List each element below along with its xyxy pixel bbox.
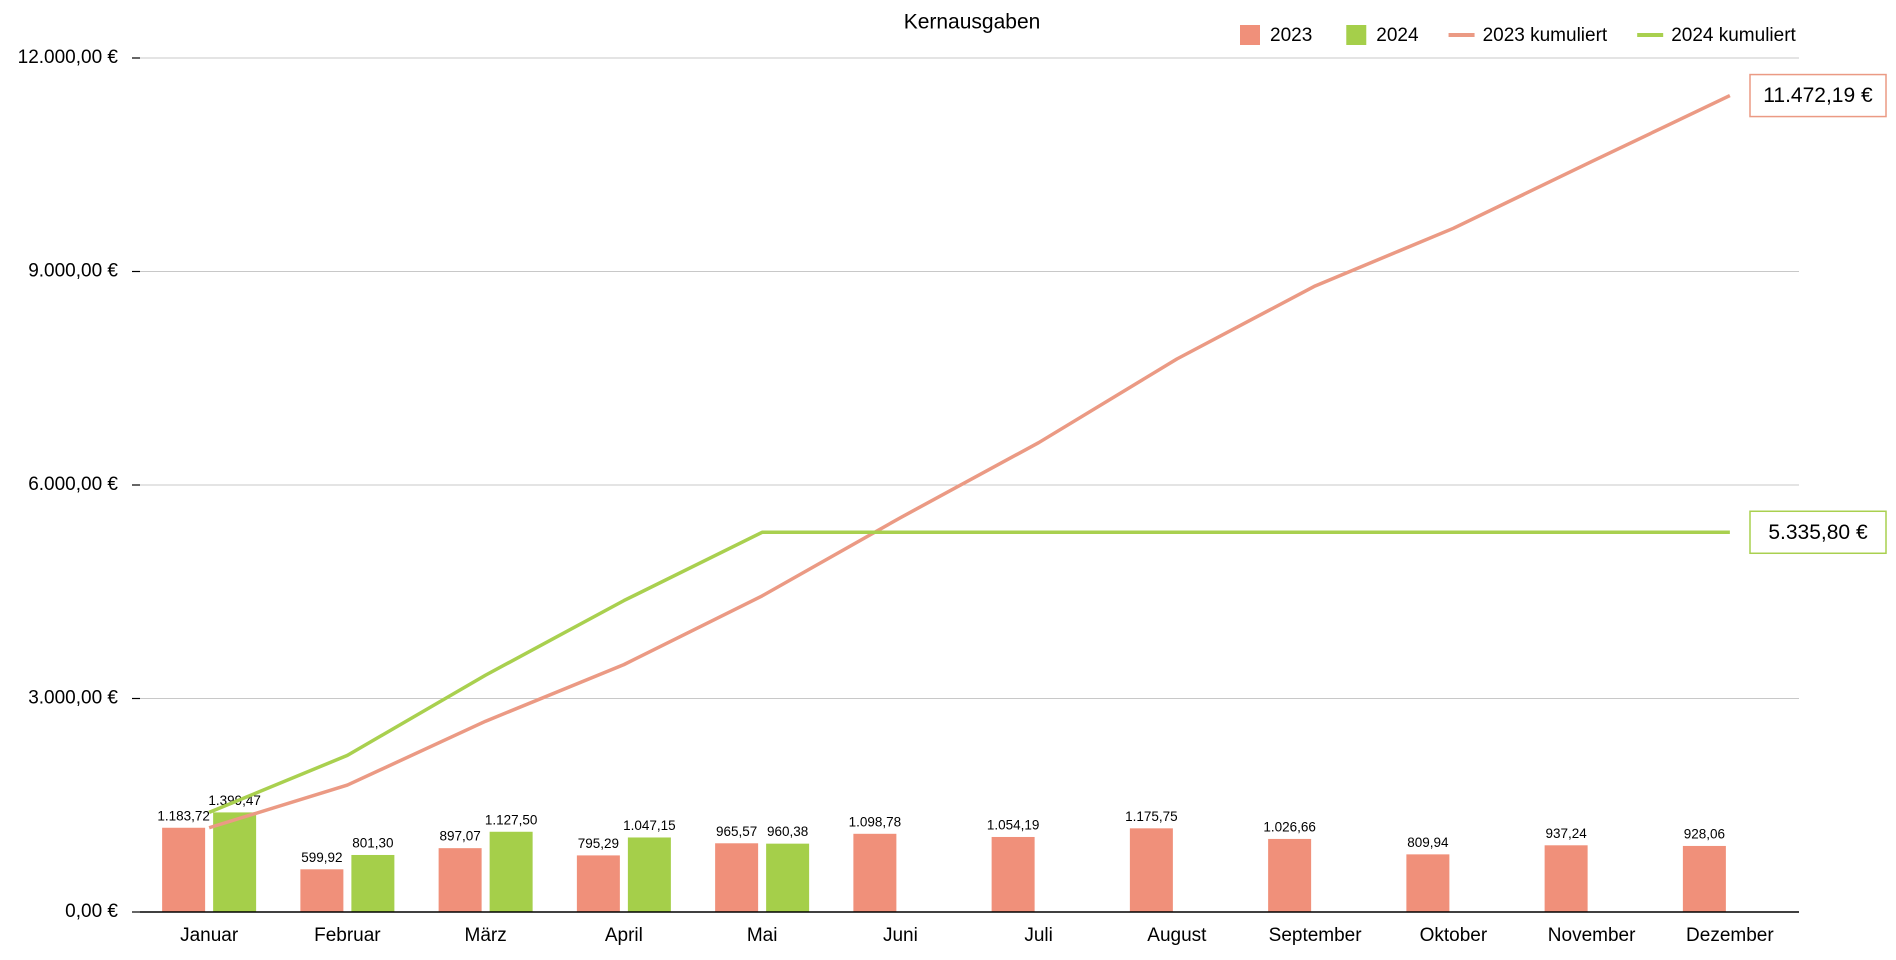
x-tick-label: Januar — [180, 925, 239, 946]
bar — [213, 812, 257, 912]
data-label: 1.054,19 — [987, 818, 1040, 833]
data-label: 1.175,75 — [1125, 809, 1178, 824]
bar — [300, 869, 344, 912]
x-tick-label: Juni — [883, 925, 918, 946]
end-label: 5.335,80 € — [1768, 521, 1868, 544]
data-label: 1.026,66 — [1263, 819, 1316, 834]
line-series — [208, 93, 1731, 830]
y-tick-label: 9.000,00 € — [28, 261, 118, 282]
bar — [162, 827, 206, 912]
bar — [351, 854, 395, 912]
y-tick-label: 12.000,00 € — [18, 47, 119, 68]
legend-swatch — [1240, 25, 1260, 45]
data-label: 1.098,78 — [849, 814, 902, 829]
line-series — [208, 530, 1730, 815]
data-label: 928,06 — [1684, 827, 1725, 842]
x-tick-label: April — [605, 925, 643, 946]
bar — [438, 848, 482, 912]
x-tick-label: August — [1147, 925, 1207, 946]
data-label: 599,92 — [301, 850, 342, 865]
data-label: 937,24 — [1545, 826, 1587, 841]
end-label-box — [1749, 73, 1887, 118]
data-label: 1.047,15 — [623, 818, 676, 833]
x-tick-label: Juli — [1024, 925, 1053, 946]
x-tick-label: Dezember — [1686, 925, 1774, 946]
bar — [853, 833, 897, 912]
legend-label: 2023 — [1270, 25, 1312, 46]
bar — [1268, 838, 1312, 912]
end-label: 11.472,19 € — [1763, 84, 1873, 107]
legend-label: 2024 — [1376, 25, 1419, 46]
x-tick-label: Mai — [747, 925, 778, 946]
data-label: 1.183,72 — [157, 808, 210, 823]
data-label: 960,38 — [767, 824, 808, 839]
bar — [766, 843, 810, 912]
bar — [489, 831, 533, 912]
legend-swatch — [1346, 25, 1367, 45]
x-tick-label: Februar — [314, 925, 381, 946]
y-tick-label: 0,00 € — [65, 901, 118, 922]
legend-label: 2023 kumuliert — [1483, 25, 1608, 46]
chart-title: Kernausgaben — [904, 11, 1041, 34]
bar — [991, 836, 1035, 912]
bar — [1682, 845, 1726, 912]
x-tick-label: März — [465, 925, 507, 946]
bar — [715, 843, 759, 912]
data-label: 801,30 — [352, 836, 393, 851]
y-tick-label: 6.000,00 € — [28, 474, 118, 495]
bar — [627, 837, 671, 912]
x-tick-label: November — [1548, 925, 1636, 946]
x-tick-label: Oktober — [1420, 925, 1488, 946]
legend-label: 2024 kumuliert — [1671, 25, 1796, 46]
bar — [1406, 854, 1450, 912]
data-label: 965,57 — [716, 824, 757, 839]
end-label-box — [1749, 510, 1887, 555]
data-label: 1.127,50 — [485, 812, 538, 827]
x-tick-label: September — [1269, 925, 1363, 946]
data-label: 809,94 — [1407, 835, 1449, 850]
data-label: 897,07 — [439, 829, 480, 844]
bar — [1129, 828, 1173, 912]
y-tick-label: 3.000,00 € — [28, 688, 118, 709]
bar — [1544, 845, 1588, 912]
data-label: 795,29 — [578, 836, 619, 851]
bar — [576, 855, 620, 912]
